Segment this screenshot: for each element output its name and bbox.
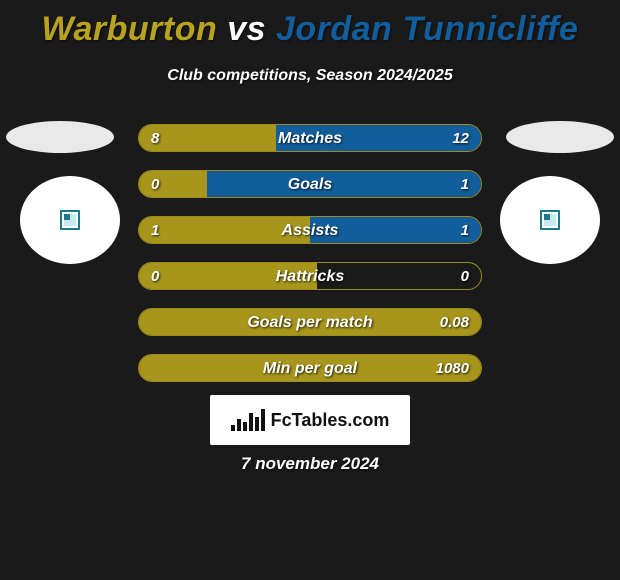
stat-label: Matches xyxy=(139,125,481,152)
logo-bar xyxy=(243,422,247,431)
stat-row: 812Matches xyxy=(138,124,482,152)
stat-label: Goals xyxy=(139,171,481,198)
logo-bar xyxy=(237,419,241,431)
fctables-logo: FcTables.com xyxy=(210,395,410,445)
stat-row: 1080Min per goal xyxy=(138,354,482,382)
stat-label: Goals per match xyxy=(139,309,481,336)
club-badge-left xyxy=(20,176,120,264)
logo-text: FcTables.com xyxy=(271,410,390,431)
comparison-bars: 812Matches 01Goals 11Assists 00Hattricks 0.0… xyxy=(138,124,482,400)
stat-row: 0.08Goals per match xyxy=(138,308,482,336)
stat-row: 11Assists xyxy=(138,216,482,244)
vs-text: vs xyxy=(227,10,266,48)
logo-bar xyxy=(249,413,253,431)
club-icon-left xyxy=(60,210,80,230)
logo-text-bold: Fc xyxy=(271,410,292,430)
stat-label: Hattricks xyxy=(139,263,481,290)
logo-bar xyxy=(255,417,259,431)
team-ellipse-right xyxy=(506,121,614,153)
team-ellipse-left xyxy=(6,121,114,153)
subtitle: Club competitions, Season 2024/2025 xyxy=(0,67,620,85)
logo-bar xyxy=(261,409,265,431)
page-title: Warburton vs Jordan Tunnicliffe xyxy=(0,0,620,49)
club-badge-right xyxy=(500,176,600,264)
stat-row: 01Goals xyxy=(138,170,482,198)
club-icon-right xyxy=(540,210,560,230)
player2-name: Jordan Tunnicliffe xyxy=(276,10,578,48)
stat-label: Assists xyxy=(139,217,481,244)
date-text: 7 november 2024 xyxy=(0,454,620,474)
logo-bars-icon xyxy=(231,409,265,431)
logo-bar xyxy=(231,425,235,431)
stat-row: 00Hattricks xyxy=(138,262,482,290)
player1-name: Warburton xyxy=(42,10,218,48)
logo-text-rest: Tables.com xyxy=(292,410,390,430)
stat-label: Min per goal xyxy=(139,355,481,382)
